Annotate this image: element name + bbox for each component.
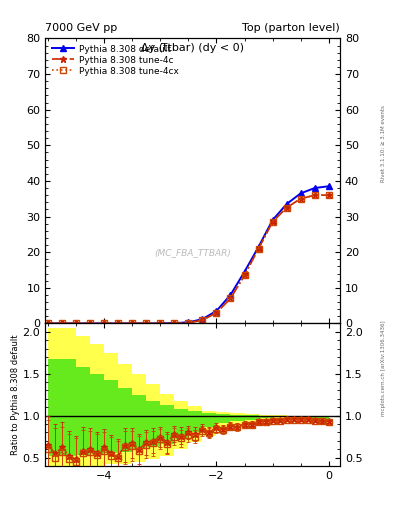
Pythia 8.308 default: [214, 308, 219, 314]
Text: Rivet 3.1.10; ≥ 3.1M events: Rivet 3.1.10; ≥ 3.1M events: [381, 105, 386, 182]
Pythia 8.308 tune-4cx: [158, 321, 163, 327]
Pythia 8.308 default: [172, 320, 177, 326]
Line: Pythia 8.308 tune-4cx: Pythia 8.308 tune-4cx: [45, 193, 331, 326]
Pythia 8.308 tune-4cx: [144, 321, 149, 327]
Pythia 8.308 tune-4c: [74, 321, 79, 327]
Pythia 8.308 tune-4c: [214, 310, 219, 316]
Pythia 8.308 tune-4c: [172, 320, 177, 326]
Pythia 8.308 tune-4cx: [88, 321, 92, 327]
Pythia 8.308 tune-4c: [242, 272, 247, 279]
Legend: Pythia 8.308 default, Pythia 8.308 tune-4c, Pythia 8.308 tune-4cx: Pythia 8.308 default, Pythia 8.308 tune-…: [50, 43, 180, 77]
Pythia 8.308 default: [270, 217, 275, 223]
Pythia 8.308 default: [46, 321, 50, 327]
Text: Δy (t̅tbar) (dy < 0): Δy (t̅tbar) (dy < 0): [141, 42, 244, 53]
Pythia 8.308 tune-4cx: [256, 246, 261, 252]
Pythia 8.308 tune-4c: [158, 321, 163, 327]
Pythia 8.308 tune-4cx: [60, 321, 64, 327]
Pythia 8.308 default: [186, 319, 191, 326]
Pythia 8.308 default: [116, 321, 121, 327]
Pythia 8.308 default: [102, 321, 107, 327]
Line: Pythia 8.308 default: Pythia 8.308 default: [45, 183, 331, 326]
Pythia 8.308 tune-4c: [326, 192, 331, 198]
Pythia 8.308 tune-4c: [116, 321, 121, 327]
Pythia 8.308 default: [130, 321, 134, 327]
Pythia 8.308 tune-4c: [228, 295, 233, 302]
Pythia 8.308 tune-4c: [60, 321, 64, 327]
Pythia 8.308 default: [312, 185, 317, 191]
Pythia 8.308 tune-4cx: [326, 192, 331, 198]
Pythia 8.308 tune-4cx: [298, 196, 303, 202]
Text: mcplots.cern.ch [arXiv:1306.3436]: mcplots.cern.ch [arXiv:1306.3436]: [381, 321, 386, 416]
Pythia 8.308 default: [284, 201, 289, 207]
Pythia 8.308 default: [158, 321, 163, 327]
Text: 7000 GeV pp: 7000 GeV pp: [45, 23, 118, 33]
Pythia 8.308 tune-4cx: [186, 319, 191, 326]
Pythia 8.308 tune-4c: [284, 205, 289, 211]
Pythia 8.308 tune-4c: [298, 196, 303, 202]
Pythia 8.308 tune-4cx: [172, 320, 177, 326]
Pythia 8.308 default: [298, 190, 303, 197]
Pythia 8.308 tune-4c: [102, 321, 107, 327]
Line: Pythia 8.308 tune-4c: Pythia 8.308 tune-4c: [44, 191, 332, 327]
Pythia 8.308 tune-4cx: [270, 219, 275, 225]
Text: (MC_FBA_TTBAR): (MC_FBA_TTBAR): [154, 248, 231, 257]
Pythia 8.308 tune-4c: [88, 321, 92, 327]
Pythia 8.308 tune-4cx: [46, 321, 50, 327]
Y-axis label: Ratio to Pythia 8.308 default: Ratio to Pythia 8.308 default: [11, 334, 20, 455]
Pythia 8.308 tune-4cx: [214, 310, 219, 316]
Pythia 8.308 default: [228, 292, 233, 298]
Pythia 8.308 tune-4c: [312, 192, 317, 198]
Pythia 8.308 tune-4c: [270, 219, 275, 225]
Pythia 8.308 tune-4c: [200, 317, 205, 323]
Pythia 8.308 tune-4c: [130, 321, 134, 327]
Pythia 8.308 tune-4c: [256, 246, 261, 252]
Pythia 8.308 default: [256, 244, 261, 250]
Pythia 8.308 default: [88, 321, 92, 327]
Pythia 8.308 tune-4c: [186, 319, 191, 326]
Pythia 8.308 tune-4c: [46, 321, 50, 327]
Pythia 8.308 tune-4c: [144, 321, 149, 327]
Pythia 8.308 default: [326, 183, 331, 189]
Pythia 8.308 tune-4cx: [102, 321, 107, 327]
Pythia 8.308 default: [144, 321, 149, 327]
Pythia 8.308 tune-4cx: [130, 321, 134, 327]
Pythia 8.308 tune-4cx: [312, 192, 317, 198]
Pythia 8.308 tune-4cx: [116, 321, 121, 327]
Pythia 8.308 tune-4cx: [200, 317, 205, 323]
Pythia 8.308 default: [74, 321, 79, 327]
Pythia 8.308 tune-4cx: [242, 272, 247, 279]
Pythia 8.308 default: [242, 269, 247, 275]
Pythia 8.308 default: [200, 316, 205, 322]
Pythia 8.308 tune-4cx: [74, 321, 79, 327]
Pythia 8.308 tune-4cx: [228, 295, 233, 302]
Text: Top (parton level): Top (parton level): [242, 23, 340, 33]
Pythia 8.308 default: [60, 321, 64, 327]
Pythia 8.308 tune-4cx: [284, 205, 289, 211]
